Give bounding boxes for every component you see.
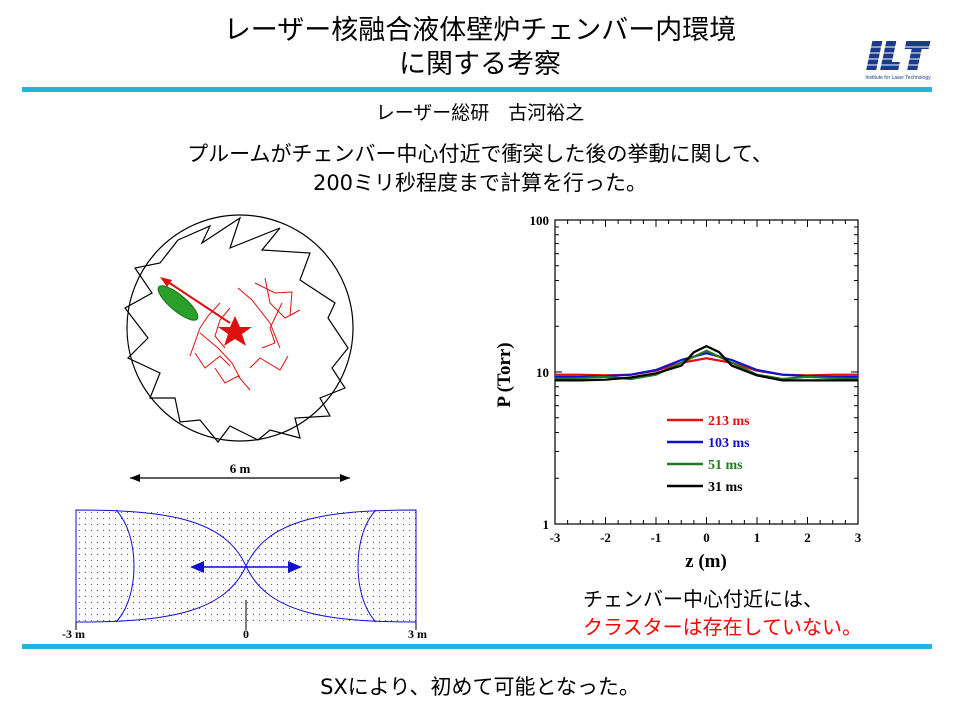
chamber-side-view: -3 m 0 3 m (62, 509, 427, 641)
x-tick-label: 0 (703, 530, 710, 545)
plume-blob (157, 285, 199, 321)
y-axis-title: P (Torr) (494, 342, 515, 407)
chart-legend: 213 ms 103 ms 51 ms 31 ms (667, 414, 750, 495)
x-axis-title: z (m) (685, 551, 727, 572)
intro-line1: プルームがチェンバー中心付近で衝突した後の挙動に関して、 (187, 142, 773, 166)
series-line (555, 344, 858, 382)
scale-arrow-right-icon (340, 474, 350, 482)
right-wall-boundary (357, 509, 377, 623)
scale-label: 6 m (230, 461, 251, 476)
axis-label-right: 3 m (408, 627, 427, 641)
plot-frame (554, 219, 859, 525)
axis-label-left: -3 m (62, 627, 85, 641)
x-tick-label: -2 (600, 530, 611, 545)
x-tick-label: -1 (651, 530, 662, 545)
center-star-icon (218, 316, 252, 346)
author-line: レーザー総研 古河裕之 (375, 102, 585, 124)
scale-arrow-left-icon (130, 474, 140, 482)
x-tick-label: 2 (804, 530, 811, 545)
x-tick-label: -3 (550, 530, 561, 545)
slide-title-line2: に関する考察 (399, 49, 561, 80)
liquid-wall-sawtooth (124, 216, 349, 443)
series-lines (554, 344, 859, 382)
legend-label: 213 ms (708, 414, 750, 429)
slide-title-line1: レーザー核融合液体壁炉チェンバー内環境 (223, 15, 737, 46)
axis-ticks (554, 220, 859, 525)
bottom-divider (22, 644, 932, 649)
arrow-right-icon (288, 561, 302, 573)
y-tick-label: 10 (536, 365, 549, 380)
left-wall-boundary (115, 509, 135, 623)
plume-trajectories (189, 277, 301, 391)
legend-label: 51 ms (708, 458, 743, 473)
arrowhead-icon (160, 277, 172, 287)
footer-note: SXにより、初めて可能となった。 (320, 675, 640, 699)
legend-label: 31 ms (708, 480, 743, 495)
top-divider (22, 87, 932, 92)
series-line (554, 349, 859, 381)
intro-line2: 200ミリ秒程度まで計算を行った。 (312, 171, 648, 195)
logo-caption: Institute for Laser Technology (865, 75, 931, 81)
conclusion-line1: チェンバー中心付近には、 (583, 587, 823, 611)
axis-label-mid: 0 (243, 627, 249, 641)
collision-vector-arrow (164, 279, 231, 324)
tick-labels: -3 -2 -1 0 1 2 3 1 10 100 (530, 213, 862, 545)
arrow-left-icon (190, 561, 204, 573)
y-tick-label: 100 (530, 213, 550, 228)
ilt-logo (863, 38, 933, 72)
x-tick-label: 3 (855, 530, 862, 545)
conclusion-line2: クラスターは存在していない。 (583, 615, 862, 639)
y-tick-label: 1 (543, 517, 550, 532)
x-tick-label: 1 (754, 530, 761, 545)
chamber-top-view: 6 m (124, 214, 354, 482)
legend-label: 103 ms (708, 436, 750, 451)
